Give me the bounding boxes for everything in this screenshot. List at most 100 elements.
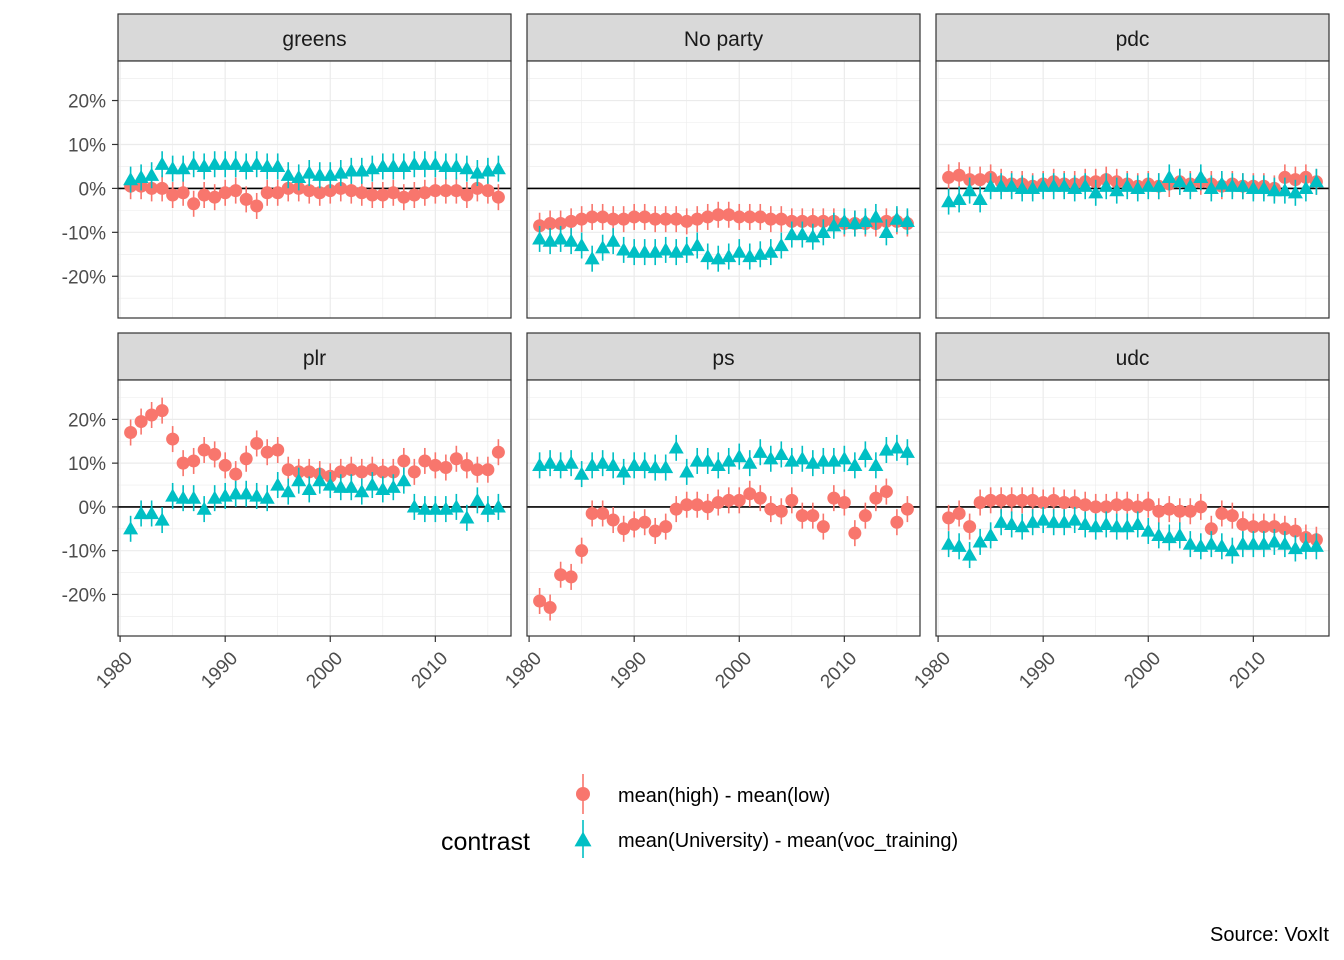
- point-triangle: [490, 499, 506, 513]
- point-circle: [239, 452, 253, 466]
- point-circle: [869, 491, 883, 505]
- x-tick-label: 2010: [408, 648, 453, 693]
- strip-label-no-party: No party: [684, 28, 764, 51]
- point-triangle: [1077, 516, 1093, 531]
- point-circle: [638, 515, 652, 529]
- facet-panels: greens No party pdc plr ps udc: [117, 13, 1330, 637]
- point-triangle: [1235, 178, 1251, 192]
- panel-border-greens: [117, 60, 512, 319]
- point-circle: [460, 458, 474, 472]
- point-circle: [281, 181, 295, 195]
- point-circle: [564, 214, 578, 228]
- point-circle: [890, 515, 904, 529]
- x-tick-label: 2010: [817, 648, 862, 693]
- point-circle: [627, 210, 641, 224]
- point-circle: [250, 199, 264, 213]
- point-triangle: [1130, 516, 1146, 531]
- point-circle: [481, 463, 495, 477]
- point-triangle: [563, 233, 579, 247]
- point-circle: [176, 456, 190, 470]
- point-circle: [1278, 522, 1292, 536]
- point-triangle: [322, 477, 338, 491]
- point-triangle: [1277, 536, 1293, 550]
- point-circle: [1015, 493, 1029, 507]
- point-circle: [386, 465, 400, 479]
- point-triangle: [417, 156, 433, 170]
- point-triangle: [417, 501, 433, 515]
- point-triangle: [406, 499, 422, 513]
- point-triangle: [1172, 527, 1188, 541]
- point-circle: [1204, 522, 1218, 536]
- point-triangle: [259, 490, 275, 504]
- panel-udc: udc: [935, 332, 1330, 637]
- point-triangle: [1172, 174, 1188, 188]
- y-tick-label: 10%: [68, 135, 106, 156]
- point-triangle: [207, 156, 223, 170]
- point-circle: [208, 190, 222, 204]
- point-triangle: [605, 233, 621, 247]
- point-triangle: [175, 490, 191, 504]
- point-triangle: [605, 457, 621, 471]
- point-circle: [994, 493, 1008, 507]
- point-triangle: [1161, 169, 1177, 184]
- point-circle: [806, 214, 820, 228]
- point-triangle: [868, 457, 884, 471]
- point-circle: [1089, 500, 1103, 514]
- point-circle: [764, 212, 778, 226]
- point-circle: [606, 212, 620, 226]
- x-tick-label: 2010: [1226, 648, 1271, 693]
- point-triangle: [878, 224, 894, 238]
- point-circle: [1057, 496, 1071, 510]
- point-triangle: [700, 453, 716, 467]
- point-triangle: [941, 536, 957, 550]
- point-triangle: [259, 158, 275, 173]
- point-triangle: [154, 512, 170, 526]
- point-circle: [659, 212, 673, 226]
- point-triangle: [448, 499, 464, 513]
- point-circle: [197, 188, 211, 202]
- legend: contrast mean(high) - mean(low) mean(Uni…: [441, 774, 958, 858]
- point-triangle: [354, 484, 370, 498]
- strip-plr: [117, 332, 512, 381]
- point-triangle: [679, 464, 695, 478]
- point-triangle: [857, 213, 873, 227]
- point-triangle: [144, 167, 160, 181]
- point-circle: [743, 210, 757, 224]
- point-circle: [229, 467, 243, 481]
- point-circle: [229, 184, 243, 198]
- point-circle: [344, 184, 358, 198]
- legend-key-university-voc-triangle: [574, 831, 592, 847]
- point-triangle: [836, 451, 852, 465]
- point-circle: [428, 458, 442, 472]
- point-triangle: [658, 460, 674, 474]
- point-triangle: [270, 158, 286, 173]
- point-circle: [585, 210, 599, 224]
- point-circle: [145, 408, 159, 422]
- y-tick-label: -10%: [62, 542, 106, 563]
- point-circle: [900, 502, 914, 516]
- point-triangle: [983, 527, 999, 541]
- point-triangle: [1046, 514, 1062, 528]
- point-triangle: [847, 457, 863, 471]
- point-circle: [407, 465, 421, 479]
- point-circle: [669, 502, 683, 516]
- point-triangle: [1098, 516, 1114, 531]
- point-circle: [344, 463, 358, 477]
- point-triangle: [1098, 178, 1114, 192]
- point-circle: [397, 454, 411, 468]
- point-triangle: [794, 227, 810, 241]
- point-circle: [260, 445, 274, 459]
- point-circle: [690, 212, 704, 226]
- point-circle: [470, 463, 484, 477]
- point-triangle: [343, 163, 359, 177]
- point-circle: [952, 506, 966, 520]
- series-university-voc-no-party: [532, 203, 915, 272]
- point-triangle: [490, 161, 506, 175]
- point-circle: [575, 212, 589, 226]
- point-circle: [585, 506, 599, 520]
- point-circle: [250, 436, 264, 450]
- point-triangle: [626, 457, 642, 471]
- point-triangle: [1119, 178, 1135, 192]
- panel-border-pdc: [935, 60, 1330, 319]
- point-circle: [795, 214, 809, 228]
